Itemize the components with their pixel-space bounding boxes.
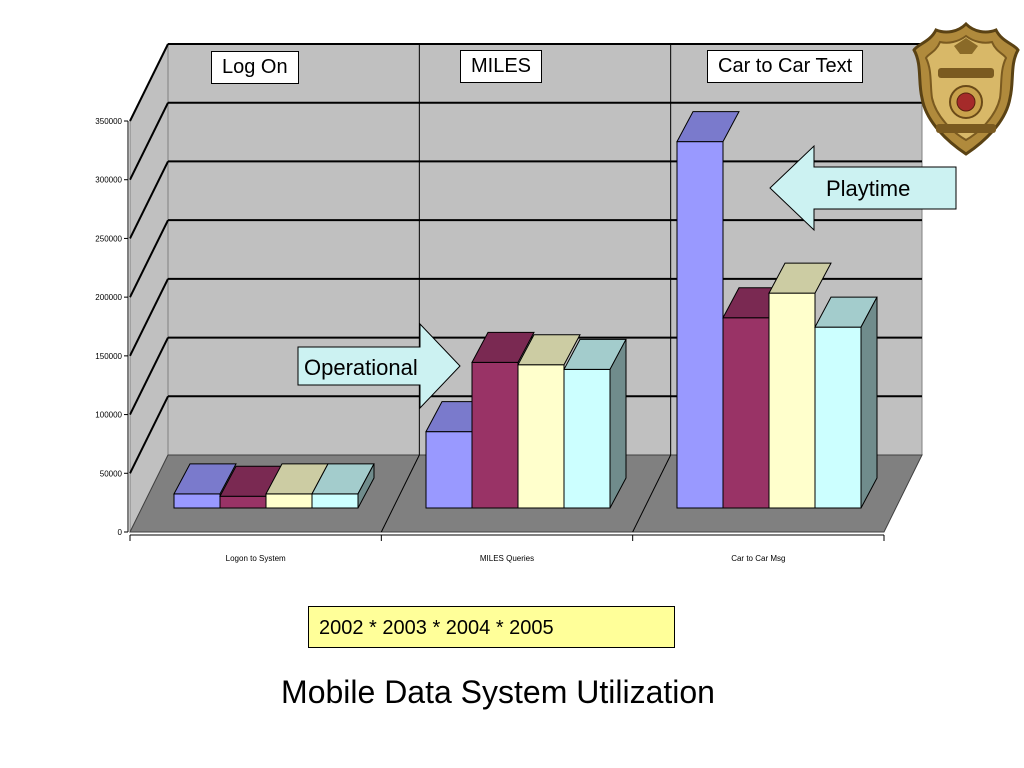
header-label-miles: MILES — [460, 50, 543, 83]
playtime-arrow: Playtime — [769, 144, 957, 232]
gridline-side — [129, 102, 169, 181]
bar-top — [676, 111, 740, 143]
gridline-side — [129, 278, 169, 357]
bar — [722, 317, 770, 509]
y-tick-label: 200000 — [95, 293, 122, 302]
bar — [563, 368, 611, 509]
slide-title: Mobile Data System Utilization — [281, 674, 715, 710]
bar — [265, 493, 313, 509]
gridline-side — [129, 160, 169, 239]
floor-dividers — [380, 44, 672, 533]
bar-side — [357, 463, 375, 509]
y-tick-label: 150000 — [95, 352, 122, 361]
bar-side — [860, 296, 878, 509]
y-tick-label: 0 — [118, 528, 123, 537]
bar-top — [471, 331, 535, 363]
bar — [425, 431, 473, 509]
x-axis: Logon to System MILES Queries Car to Car M… — [129, 534, 885, 563]
police-badge-logo — [912, 21, 1020, 156]
header-label-car-to-car-text: Car to Car Text — [707, 50, 864, 83]
legend-years-box: 2002 * 2003 * 2004 * 2005 — [308, 606, 675, 648]
y-tick-label: 350000 — [95, 117, 122, 126]
bar — [471, 361, 519, 509]
bar-top — [173, 463, 237, 495]
gridline-side — [129, 395, 169, 474]
bar — [814, 326, 862, 509]
bar — [768, 292, 816, 509]
bar — [311, 493, 359, 509]
gridline-side — [129, 43, 169, 122]
bar-top — [517, 334, 581, 366]
gridline-side — [129, 219, 169, 298]
bar — [676, 141, 724, 509]
operational-arrow-shape — [297, 322, 461, 410]
x-category-label: Car to Car Msg — [731, 554, 785, 563]
y-tick-label: 300000 — [95, 176, 122, 185]
chart-side-wall — [129, 43, 169, 533]
y-tick-label: 50000 — [100, 469, 123, 478]
bar — [517, 364, 565, 509]
bars — [173, 111, 878, 509]
operational-label: Operational — [304, 355, 418, 380]
bar — [173, 493, 221, 509]
y-tick-label: 100000 — [95, 411, 122, 420]
bar-top — [768, 262, 832, 294]
gridline-side — [129, 337, 169, 416]
header-label-log-on: Log On — [211, 51, 299, 84]
bar-chart: 0 50000 100000 150000 200000 250000 300000 3500… — [95, 43, 957, 563]
bar — [219, 495, 267, 509]
bar-side — [609, 339, 627, 509]
x-category-label: Logon to System — [226, 554, 286, 563]
playtime-arrow-shape — [769, 144, 957, 232]
y-tick-label: 250000 — [95, 234, 122, 243]
category-divider-floor — [380, 454, 420, 533]
playtime-label: Playtime — [826, 176, 910, 201]
x-category-label: MILES Queries — [480, 554, 534, 563]
y-axis: 0 50000 100000 150000 200000 250000 300000 3500… — [95, 117, 129, 537]
category-divider-floor — [632, 454, 672, 533]
operational-arrow: Operational — [297, 322, 461, 410]
